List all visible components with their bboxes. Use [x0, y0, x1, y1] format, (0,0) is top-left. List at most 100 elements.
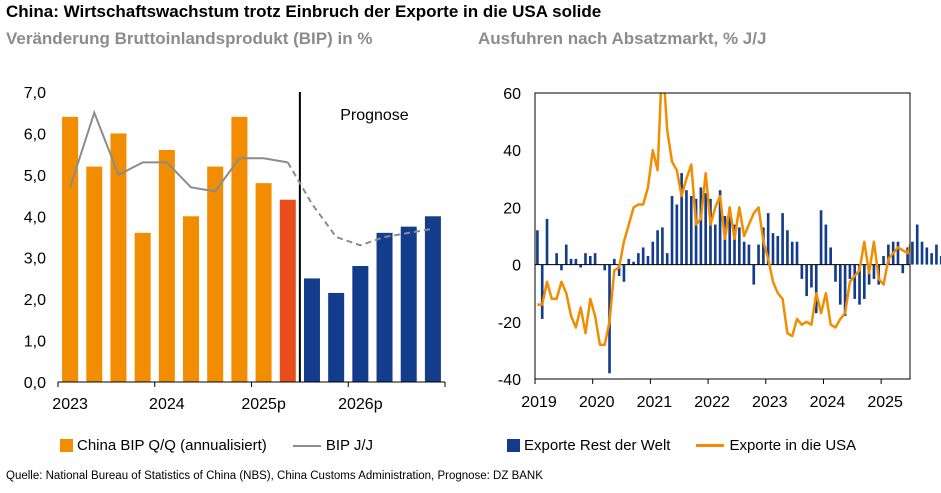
- chart-title: China: Wirtschaftswachstum trotz Einbruc…: [6, 2, 602, 21]
- gdp-qq-bar: [352, 266, 369, 382]
- exports-row-bar: [838, 264, 842, 305]
- legend-item-gdp-qq: China BIP Q/Q (annualisiert): [60, 437, 267, 454]
- exports-row-bar: [718, 190, 722, 265]
- y-tick-label: 60: [503, 86, 521, 103]
- plot-frame: [534, 92, 911, 380]
- y-tick-label: 1,0: [24, 334, 46, 351]
- x-tick-label: 2023: [52, 396, 88, 413]
- legend-label-row: Exporte Rest der Welt: [524, 437, 671, 454]
- gdp-yy-forecast-line: [286, 161, 434, 247]
- gdp-qq-bar: [158, 150, 175, 382]
- exports-row-bar: [560, 264, 563, 271]
- exports-row-bar: [925, 247, 929, 265]
- exports-row-bar: [824, 224, 828, 265]
- exports-row-bar: [637, 253, 640, 265]
- exports-row-bar: [713, 224, 717, 265]
- legend-item-usa: Exporte in die USA: [696, 437, 856, 454]
- legend-swatch-row: [507, 439, 520, 452]
- exports-row-bar: [930, 253, 933, 265]
- exports-row-bar: [771, 233, 775, 265]
- exports-row-bar: [872, 264, 876, 279]
- exports-row-bar: [564, 244, 568, 265]
- legend-label-usa: Exporte in die USA: [729, 437, 857, 454]
- y-tick-label: 0,0: [24, 375, 46, 392]
- exports-row-bar: [800, 264, 804, 279]
- exports-row-bar: [790, 241, 794, 265]
- exports-row-bar: [540, 264, 544, 319]
- exports-row-bar: [588, 256, 592, 265]
- exports-row-bar: [805, 264, 808, 297]
- exports-row-bar: [603, 264, 607, 271]
- y-tick-label: 4,0: [24, 209, 46, 226]
- y-tick-label: 5,0: [24, 168, 46, 185]
- exports-row-bar: [906, 247, 909, 265]
- exports-row-bar: [786, 230, 789, 265]
- y-tick-label: 2,0: [24, 292, 46, 309]
- exports-row-bar: [579, 264, 582, 268]
- exports-row-bar: [939, 256, 941, 265]
- exports-row-bar: [661, 227, 664, 265]
- legend-label-gdp-qq: China BIP Q/Q (annualisiert): [77, 437, 267, 454]
- x-tick-label: 2019: [521, 394, 557, 411]
- legend-item-gdp-yy: BIP J/J: [292, 437, 373, 454]
- y-tick-label: 3,0: [24, 251, 46, 268]
- legend-item-row: Exporte Rest der Welt: [507, 437, 670, 454]
- exports-row-bar: [848, 264, 852, 279]
- exports-row-bar: [670, 195, 674, 265]
- exports-row-bar: [795, 241, 799, 265]
- exports-row-bar: [738, 227, 741, 265]
- exports-row-bar: [863, 264, 866, 299]
- exports-row-bar: [747, 244, 751, 265]
- exports-row-bar: [536, 230, 539, 265]
- exports-row-bar: [728, 207, 732, 265]
- gdp-qq-bar: [279, 199, 296, 382]
- gdp-yy-line: [69, 109, 288, 193]
- x-tick-label: 2021: [637, 394, 673, 411]
- exports-row-bar: [584, 253, 587, 265]
- exports-row-bar: [843, 264, 847, 317]
- exports-row-bar: [622, 264, 626, 282]
- exports-row-bar: [709, 198, 712, 265]
- gdp-qq-bar: [207, 166, 224, 382]
- exports-row-bar: [685, 190, 688, 265]
- exports-row-bar: [810, 264, 813, 288]
- x-tick-label: 2026p: [338, 396, 383, 413]
- gdp-qq-bar: [255, 183, 272, 382]
- x-tick-label: 2020: [579, 394, 615, 411]
- gdp-chart: 0,0 1,0 2,0 3,0 4,0 5,0 6,0 7,0 Prognose 2023 2024…: [24, 85, 446, 413]
- y-tick-label: 6,0: [24, 126, 46, 143]
- left-legend: China BIP Q/Q (annualisiert) BIP J/J: [60, 437, 373, 454]
- exports-chart: -40 -20 0 20 40 60 2019 2020 2021 2022 2023 2024 202…: [498, 86, 941, 411]
- gdp-qq-bar: [424, 216, 441, 382]
- exports-row-bar: [574, 258, 578, 265]
- exports-row-bar: [627, 258, 631, 265]
- exports-row-bar: [593, 253, 597, 265]
- exports-row-bar: [858, 264, 861, 305]
- exports-row-bar: [867, 264, 871, 285]
- y-tick-label: 20: [503, 200, 521, 217]
- right-legend: Exporte Rest der Welt Exporte in die USA: [507, 437, 856, 454]
- exports-row-bar: [814, 264, 818, 314]
- right-chart-subtitle: Ausfuhren nach Absatzmarkt, % J/J: [478, 29, 767, 48]
- gdp-qq-bar: [134, 232, 151, 382]
- y-tick-label: 40: [503, 143, 521, 160]
- exports-row-bar: [665, 253, 669, 265]
- exports-row-bar: [646, 256, 650, 265]
- y-tick-label: -20: [498, 315, 521, 332]
- exports-row-bar: [694, 198, 698, 265]
- exports-row-bar: [613, 258, 616, 265]
- exports-row-bar: [656, 230, 659, 265]
- left-chart-subtitle: Veränderung Bruttoinlandsprodukt (BIP) i…: [6, 29, 373, 48]
- gdp-qq-bar: [328, 292, 345, 382]
- legend-swatch-gdp-yy: [292, 444, 321, 447]
- exports-row-bar: [776, 236, 780, 265]
- exports-row-bar: [733, 224, 736, 265]
- exports-row-bar: [680, 173, 683, 265]
- exports-row-bar: [896, 241, 900, 265]
- gdp-qq-bar: [62, 116, 79, 382]
- exports-row-bar: [829, 247, 832, 265]
- exports-row-bar: [742, 241, 746, 265]
- source-note: Quelle: National Bureau of Statistics of…: [6, 470, 543, 482]
- legend-swatch-usa: [696, 444, 725, 447]
- exports-row-bar: [723, 215, 727, 265]
